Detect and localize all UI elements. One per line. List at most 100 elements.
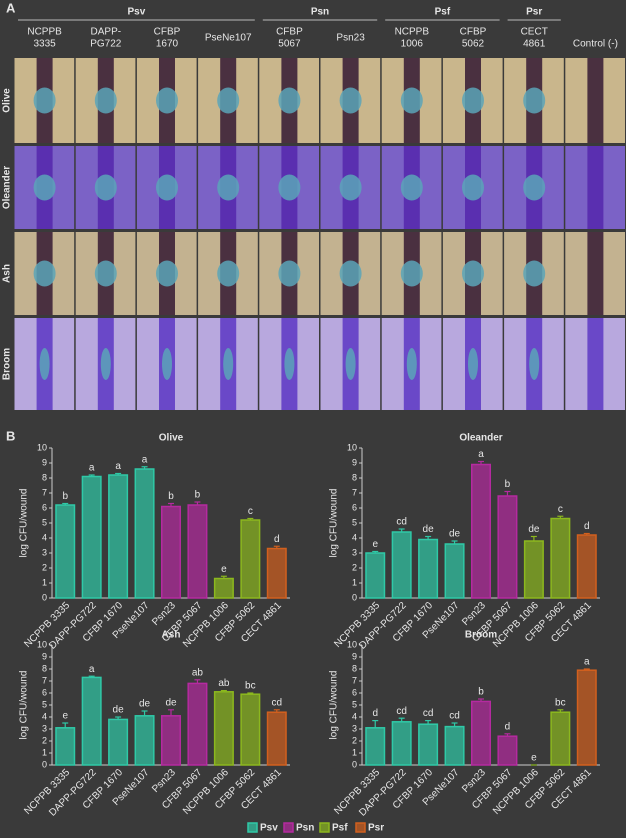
lesion (400, 87, 423, 114)
strain-label: 5062 (462, 39, 485, 50)
bar (160, 505, 182, 599)
y-tick-label: 10 (37, 639, 47, 649)
significance-letter: e (531, 753, 537, 764)
significance-letter: cd (423, 708, 434, 719)
y-tick-label: 2 (42, 735, 47, 745)
bar (240, 693, 261, 766)
strain-label: Psn23 (336, 33, 365, 44)
y-tick-label: 5 (352, 699, 357, 709)
lesion (462, 260, 484, 287)
significance-letter: cd (449, 711, 460, 722)
significance-letter: de (113, 705, 125, 716)
y-tick-label: 1 (352, 577, 357, 587)
row-label: Ash (2, 264, 13, 283)
significance-letter: b (62, 491, 68, 502)
lesion (33, 174, 56, 201)
significance-letter: a (115, 461, 121, 472)
lesion (217, 87, 240, 114)
significance-letter: de (139, 699, 151, 710)
strain-label: CFBP (154, 27, 181, 38)
lesion (156, 87, 178, 114)
group-label: Psf (435, 7, 451, 18)
lesion (523, 260, 546, 287)
significance-letter: e (62, 711, 68, 722)
lesion (162, 348, 172, 380)
bar (365, 552, 386, 599)
panel-label: B (6, 428, 15, 443)
bar (187, 682, 208, 766)
bar (213, 577, 234, 599)
lesion (156, 174, 178, 201)
y-tick-label: 10 (37, 442, 47, 452)
y-tick-label: 0 (42, 759, 47, 769)
significance-letter: d (274, 534, 280, 545)
lesion (339, 174, 362, 201)
group-label: Psn (311, 7, 329, 18)
significance-letter: ab (218, 678, 230, 689)
y-tick-label: 6 (352, 687, 357, 697)
bar (108, 718, 129, 766)
y-tick-label: 9 (352, 651, 357, 661)
lesion (33, 260, 56, 287)
lesion (217, 174, 240, 201)
y-tick-label: 2 (352, 735, 357, 745)
significance-letter: a (89, 463, 95, 474)
y-tick-label: 8 (352, 472, 357, 482)
bar (55, 504, 76, 599)
bar (497, 495, 518, 599)
bar (160, 715, 182, 766)
lesion (339, 87, 362, 114)
significance-letter: de (423, 524, 435, 535)
legend-label: Psf (332, 823, 348, 834)
significance-letter: d (505, 721, 511, 732)
significance-letter: d (584, 521, 590, 532)
bar (187, 504, 208, 599)
bar (550, 711, 571, 766)
legend-label: Psv (260, 823, 278, 834)
chart-title: Broom (465, 630, 497, 641)
group-label: Psv (128, 7, 146, 18)
lesion (523, 87, 546, 114)
y-tick-label: 6 (352, 502, 357, 512)
bar (365, 727, 386, 766)
bar (81, 475, 102, 599)
strain-label: 3335 (33, 39, 56, 50)
y-tick-label: 1 (42, 577, 47, 587)
bar (240, 519, 261, 599)
stem (587, 318, 604, 410)
lesion (468, 348, 478, 380)
y-tick-label: 8 (352, 663, 357, 673)
y-tick-label: 1 (42, 747, 47, 757)
stem (587, 58, 604, 143)
strain-label: CFBP (276, 27, 303, 38)
lesion (94, 174, 117, 201)
strain-label: NCPPB (27, 27, 62, 38)
significance-letter: e (221, 564, 227, 575)
strain-label: PG722 (90, 39, 122, 50)
bar (55, 727, 76, 766)
significance-letter: a (478, 449, 484, 460)
bar (418, 538, 439, 599)
y-tick-label: 8 (42, 663, 47, 673)
y-tick-label: 9 (352, 457, 357, 467)
lesion (217, 260, 240, 287)
lesion (278, 174, 301, 201)
stem (587, 232, 604, 315)
bar (576, 669, 597, 766)
row-label: Olive (2, 88, 13, 113)
bar (391, 531, 412, 599)
chart-title: Oleander (459, 433, 502, 444)
strain-label: PseNe107 (205, 33, 252, 44)
lesion (100, 348, 111, 380)
lesion (339, 260, 362, 287)
bar (266, 547, 287, 599)
panel-label: A (6, 0, 16, 15)
strain-label: DAPP- (91, 27, 122, 38)
y-tick-label: 4 (42, 532, 47, 542)
y-tick-label: 9 (42, 651, 47, 661)
significance-letter: d (372, 708, 378, 719)
y-tick-label: 5 (352, 517, 357, 527)
y-axis-label: log CFU/wound (329, 489, 340, 558)
